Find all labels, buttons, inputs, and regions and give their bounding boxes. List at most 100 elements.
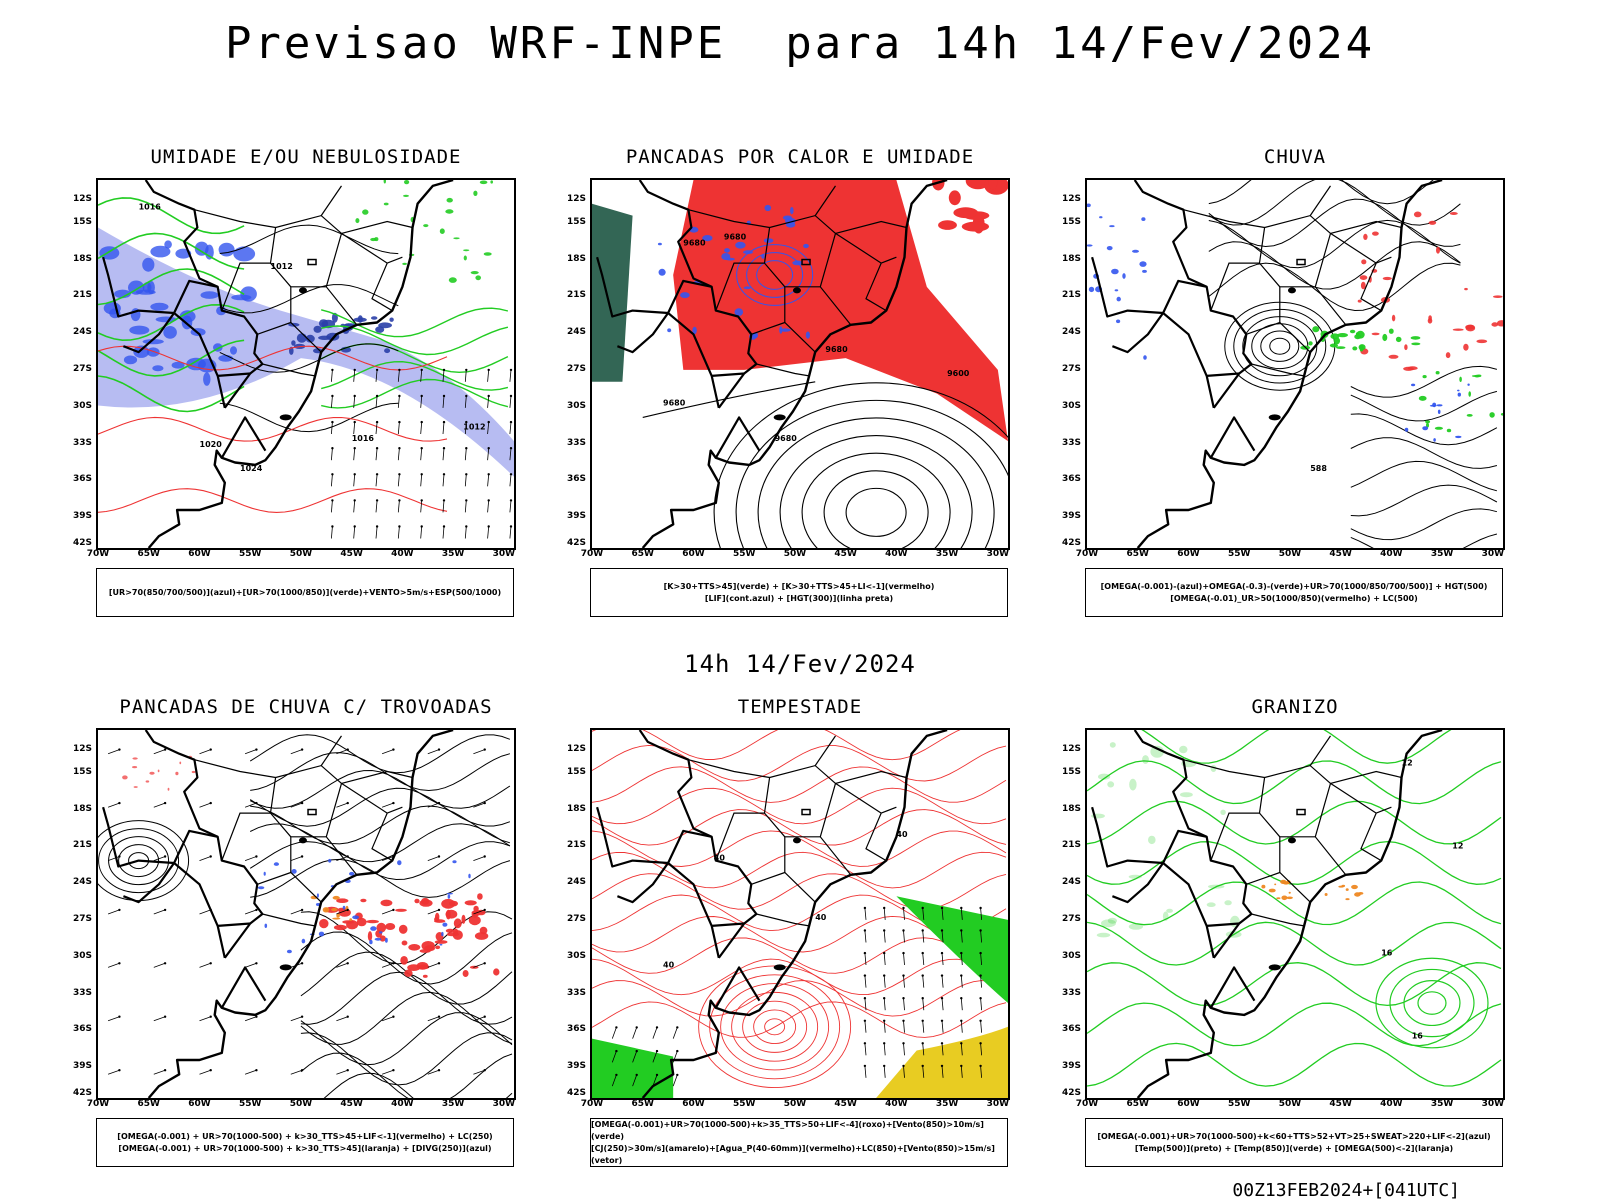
- panel-1-lon-label: 40W: [391, 549, 414, 559]
- panel-4-lon-label: 30W: [492, 1099, 516, 1109]
- panel-1-lon-label: 55W: [238, 549, 262, 559]
- panel-3-lon-label: 45W: [1329, 549, 1352, 559]
- run-info-footer: 00Z13FEB2024+[041UTC]: [1232, 1180, 1460, 1201]
- panel-6-lat-label: 33S: [1061, 987, 1081, 998]
- panel-2-contour-label: 9680: [663, 399, 686, 408]
- panel-6-lat-label: 30S: [1061, 950, 1081, 961]
- panel-2-lon-label: 40W: [885, 549, 908, 559]
- panel-4-lon-label: 65W: [137, 1099, 160, 1109]
- panel-1-lon-label: 45W: [340, 549, 363, 559]
- panel-2-lon-label: 30W: [986, 549, 1010, 559]
- panel-6-legend-line: [Temp(500)](preto) + [Temp(850)](verde) …: [1134, 1143, 1454, 1153]
- panel-5-contour-label: 40: [896, 830, 908, 839]
- panel-5-lat-label: 18S: [566, 803, 586, 814]
- panel-4-lon-label: 40W: [391, 1099, 414, 1109]
- panel-5-lon-label: 45W: [834, 1099, 857, 1109]
- panel-6-lat-label: 24S: [1061, 877, 1081, 888]
- panel-6-lat-label: 36S: [1061, 1024, 1081, 1035]
- panel-3-title: CHUVA: [1263, 146, 1327, 168]
- panel-3-contour-label: 588: [1310, 464, 1327, 473]
- panel-1-lat-label: 36S: [72, 474, 92, 485]
- panel-1-lon-label: 35W: [441, 549, 465, 559]
- panel-1-lon-label: 50W: [289, 549, 313, 559]
- panel-4-lat-label: 42S: [72, 1088, 92, 1098]
- panel-6-contour-label: 12: [1452, 842, 1463, 851]
- panel-2-contour-label: 9680: [775, 434, 798, 443]
- panel-6-map: 12 12 16 16: [1085, 728, 1505, 1100]
- panel-4-legend: [OMEGA(-0.001) + UR>70(1000-500) + k>30_…: [96, 1118, 514, 1167]
- panel-6-contour-label: 16: [1412, 1032, 1424, 1041]
- panel-6-legend-line: [OMEGA(-0.001)+UR>70(1000-500)+k<60+TTS>…: [1097, 1131, 1491, 1141]
- panel-1-contour-label: 1020: [200, 440, 223, 449]
- panel-6-map-plot: 12 12 16 16: [1087, 730, 1502, 1098]
- panel-1-legend-line: [UR>70(850/700/500)](azul)+[UR>70(1000/8…: [108, 587, 502, 597]
- panel-2-lat-label: 24S: [566, 327, 586, 338]
- panel-2-lat-label: 33S: [566, 437, 586, 448]
- panel-3-lon-label: 70W: [1075, 549, 1099, 559]
- panel-4-lon-label: 50W: [289, 1099, 313, 1109]
- panel-2-contour-label: 9680: [683, 238, 706, 247]
- panel-1-contour-label: 1016: [352, 434, 375, 443]
- panel-5-lon-label: 70W: [580, 1099, 604, 1109]
- panel-5-lat-label: 12S: [566, 744, 586, 754]
- panel-2-lat-label: 12S: [566, 194, 586, 204]
- panel-3-lon-label: 55W: [1227, 549, 1251, 559]
- panel-1-lon-label: 70W: [86, 549, 110, 559]
- panel-6-lon-label: 55W: [1227, 1099, 1251, 1109]
- panel-5-lon-label: 55W: [732, 1099, 756, 1109]
- panel-6-lon-label: 40W: [1380, 1099, 1403, 1109]
- panel-2-legend: [K>30+TTS>45](verde) + [K>30+TTS>45+LI<-…: [590, 568, 1008, 617]
- panel-1-lon-label: 60W: [188, 549, 211, 559]
- panel-5-lat-label: 27S: [566, 914, 586, 924]
- panel-6-legend: [OMEGA(-0.001)+UR>70(1000-500)+k<60+TTS>…: [1085, 1118, 1503, 1167]
- panel-4-map: [96, 728, 516, 1100]
- panel-2-lat-label: 15S: [566, 216, 586, 227]
- panel-4-lat-label: 24S: [72, 877, 92, 888]
- panel-2-title: PANCADAS POR CALOR E UMIDADE: [625, 146, 975, 168]
- panel-3-lat-label: 18S: [1061, 253, 1081, 264]
- panel-5-legend-line: [OMEGA(-0.001)+UR>70(1000-500)+k>35_TTS>…: [591, 1119, 984, 1141]
- panel-3-lon-label: 40W: [1380, 549, 1403, 559]
- panel-3-lat-label: 27S: [1061, 364, 1081, 374]
- panel-5-contour-label: 40: [714, 854, 726, 863]
- panel-5-contour-label: 40: [815, 913, 827, 922]
- panel-3-lat-label: 42S: [1061, 538, 1081, 548]
- panel-5-lon-label: 65W: [631, 1099, 654, 1109]
- panel-5-lon-label: 40W: [885, 1099, 908, 1109]
- panel-3-legend: [OMEGA(-0.001)-(azul)+OMEGA(-0.3)-(verde…: [1085, 568, 1503, 617]
- panel-4-map-plot: [98, 730, 513, 1098]
- panel-3-map-plot: 588: [1087, 180, 1503, 548]
- panel-6-lon-label: 45W: [1329, 1099, 1352, 1109]
- panel-6-lon-label: 30W: [1481, 1099, 1505, 1109]
- panel-2-contour-label: 9600: [947, 369, 970, 378]
- panel-5-lat-label: 30S: [566, 950, 586, 961]
- panel-4-lon-label: 70W: [86, 1099, 110, 1109]
- panel-3-lat-label: 36S: [1061, 474, 1081, 485]
- panel-1-lat-label: 21S: [72, 290, 92, 301]
- panel-4-lat-label: 27S: [72, 914, 92, 924]
- panel-6-lon-label: 65W: [1126, 1099, 1149, 1109]
- panel-2-lat-label: 18S: [566, 253, 586, 264]
- panel-4-lat-label: 36S: [72, 1024, 92, 1035]
- panel-6-lat-label: 39S: [1061, 1061, 1081, 1072]
- panel-4-title: PANCADAS DE CHUVA C/ TROVOADAS: [119, 696, 493, 718]
- panel-2-contour-label: 9680: [825, 345, 848, 354]
- panel-5-lon-label: 60W: [682, 1099, 705, 1109]
- panel-2-lon-label: 70W: [580, 549, 604, 559]
- panel-2-lon-label: 35W: [935, 549, 959, 559]
- panel-5-legend: [OMEGA(-0.001)+UR>70(1000-500)+k>35_TTS>…: [590, 1118, 1008, 1167]
- panel-4-lat-label: 39S: [72, 1061, 92, 1072]
- panel-1-lat-label: 12S: [72, 194, 92, 204]
- panel-6-lat-label: 12S: [1061, 744, 1081, 754]
- panel-6-lat-label: 42S: [1061, 1088, 1081, 1098]
- panel-4-lon-label: 55W: [238, 1099, 262, 1109]
- panel-2-lon-label: 45W: [834, 549, 857, 559]
- panel-4-lon-label: 60W: [188, 1099, 211, 1109]
- panel-1-lat-label: 27S: [72, 364, 92, 374]
- panel-3-lon-label: 50W: [1278, 549, 1302, 559]
- panel-1-lat-label: 30S: [72, 400, 92, 411]
- panel-6-lat-label: 15S: [1061, 766, 1081, 777]
- panel-6-lon-label: 70W: [1075, 1099, 1099, 1109]
- panel-3-lat-label: 30S: [1061, 400, 1081, 411]
- panel-1-title: UMIDADE E/OU NEBULOSIDADE: [150, 146, 462, 168]
